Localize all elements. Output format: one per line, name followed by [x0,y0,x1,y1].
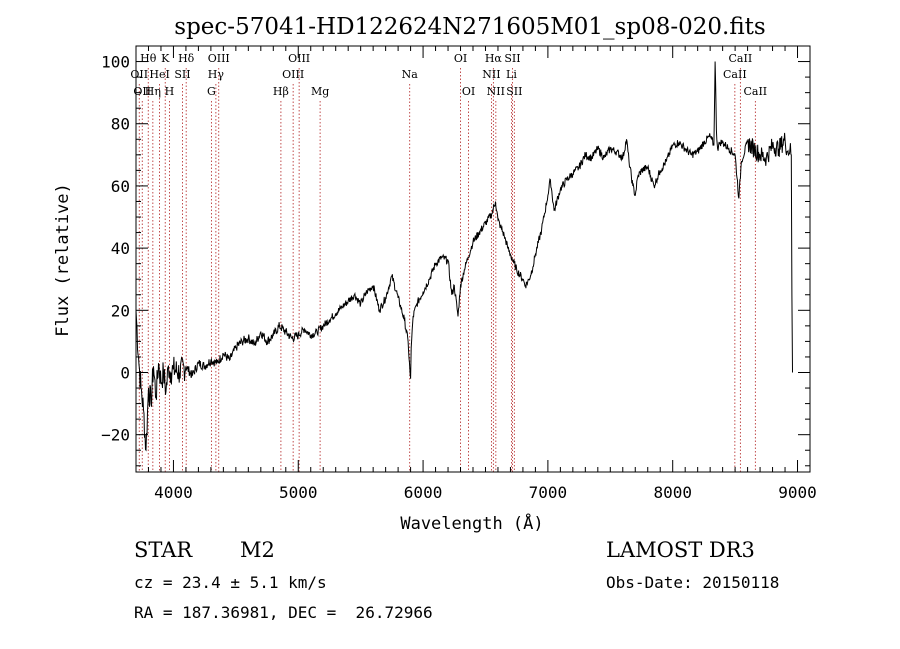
line-label: K [161,52,170,65]
line-label: Hη [145,85,161,98]
line-label: SII [504,52,520,65]
line-label: OI [454,52,467,65]
redshift-velocity: cz = 23.4 ± 5.1 km/s [134,573,327,592]
line-label: OIII [282,68,304,81]
line-label: Mg [311,85,329,98]
y-tick-label: 0 [120,363,130,382]
line-label: G [207,85,216,98]
line-label: OIII [288,52,310,65]
line-label: OII [130,68,148,81]
object-class: STAR [134,538,193,562]
emission-line-labels: OII OII Hθ Hη HeI K H SII Hδ G Hγ OIII Hβ OIII OIII Mg N… [130,52,767,98]
line-label: OII [133,85,151,98]
line-label: H [165,85,175,98]
survey-name: LAMOST DR3 [606,538,755,562]
line-label: Na [402,68,419,81]
line-label: Hγ [208,68,225,81]
line-label: NII [482,68,500,81]
line-label: Hα [485,52,503,65]
y-tick-label: 80 [111,115,130,134]
x-tick-label: 8000 [653,483,692,502]
line-label: Hδ [178,52,195,65]
chart-title: spec-57041-HD122624N271605M01_sp08-020.f… [174,14,765,40]
line-label: OI [462,85,475,98]
line-label: SII [174,68,190,81]
x-tick-label: 9000 [778,483,817,502]
line-label: CaII [723,68,747,81]
x-axis-label: Wavelength (Å) [400,512,543,534]
x-tick-label: 4000 [154,483,193,502]
y-tick-label: −20 [101,426,130,445]
emission-line-markers [138,68,756,472]
y-tick-label: 100 [101,53,130,72]
line-label: CaII [729,52,753,65]
line-label: NII [487,85,505,98]
line-label: Hβ [273,85,289,98]
y-axis-label: Flux (relative) [53,183,73,337]
axes: 4000 5000 6000 7000 8000 9000 −20 0 20 40 60 80 100 [101,46,817,502]
line-label: HeI [149,68,169,81]
observation-date: Obs-Date: 20150118 [606,573,780,592]
line-label: Li [506,68,517,81]
line-label: CaII [743,85,767,98]
y-tick-label: 40 [111,239,130,258]
line-label: SII [506,85,522,98]
x-tick-label: 6000 [404,483,443,502]
y-tick-label: 60 [111,177,130,196]
plot-frame [135,45,811,473]
spectrum-line [135,61,793,452]
spectrum-chart: spec-57041-HD122624N271605M01_sp08-020.f… [53,14,817,534]
y-tick-label: 20 [111,301,130,320]
object-subclass: M2 [240,538,275,562]
coordinates: RA = 187.36981, DEC = 26.72966 [134,603,433,622]
line-label: OIII [208,52,230,65]
x-tick-label: 5000 [279,483,318,502]
line-label: Hθ [140,52,157,65]
x-tick-label: 7000 [529,483,568,502]
